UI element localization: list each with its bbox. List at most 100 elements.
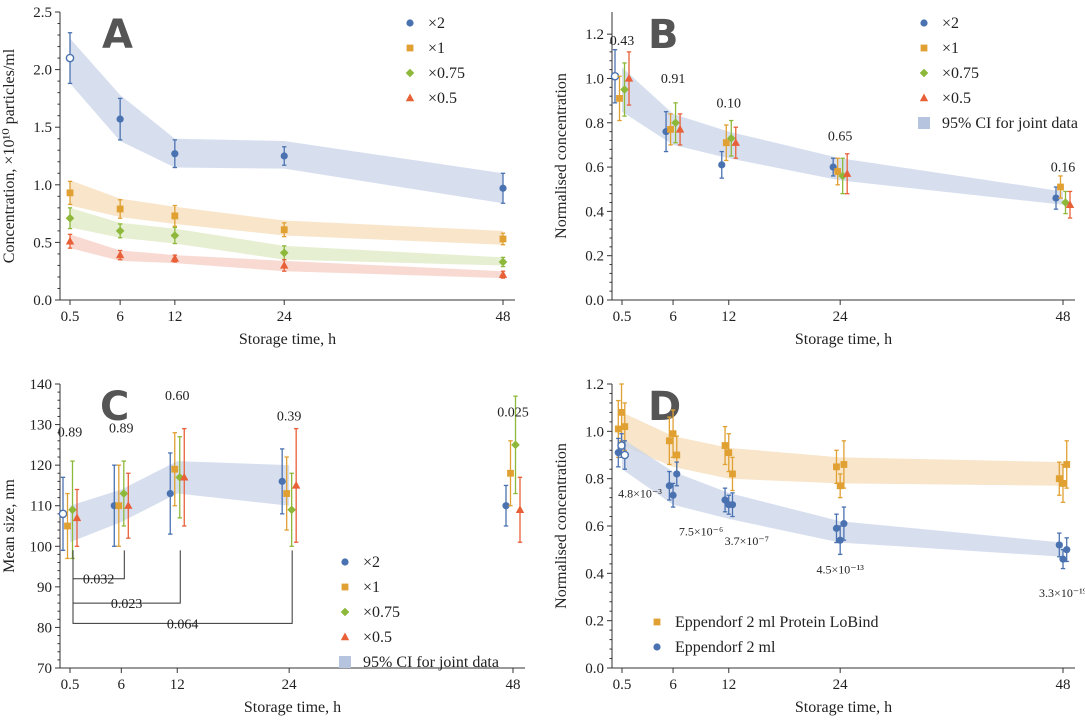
data-point — [119, 489, 129, 498]
panel-letter: C — [100, 384, 129, 430]
x-tick-label: 24 — [833, 677, 849, 693]
y-axis-title: Normalised concentration — [553, 73, 570, 239]
panel-b: 0.5 6 12 24 48 0.0 0.2 0.4 0.6 0.8 1.0 1.2 Storage t… — [553, 12, 1078, 348]
x-tick-label: 0.5 — [613, 309, 632, 325]
y-tick-label: 90 — [37, 580, 52, 596]
data-point — [287, 505, 296, 515]
legend-label: ×0.5 — [942, 90, 971, 107]
data-point — [675, 124, 685, 133]
y-tick-label: 0.0 — [585, 661, 604, 677]
legend-swatch — [340, 632, 350, 641]
y-tick-label: 0.6 — [585, 160, 604, 176]
p-value-label: 3.3×10⁻¹⁹ — [1039, 586, 1085, 600]
data-point — [731, 138, 740, 146]
x-axis-title: Storage time, h — [239, 331, 336, 348]
data-point — [171, 465, 179, 473]
legend-swatch — [341, 583, 349, 591]
p-value-label: 4.8×10⁻³ — [618, 487, 662, 501]
data-point — [1065, 200, 1075, 208]
legend-label: Eppendorf 2 ml — [675, 639, 776, 656]
p-value-label: 0.89 — [58, 426, 83, 441]
y-axis-title: Normalised concentration — [553, 443, 570, 609]
legend-label: ×2 — [942, 15, 959, 32]
x-tick-label: 12 — [167, 309, 182, 325]
band-x2 — [70, 38, 503, 204]
legend-label: ×0.75 — [428, 65, 465, 82]
y-tick-label: 1.0 — [585, 424, 604, 440]
x-tick-label: 48 — [506, 677, 521, 693]
data-point — [838, 171, 847, 181]
data-point — [68, 505, 77, 515]
y-axis-title: Mean size, nm — [1, 479, 18, 573]
y-tick-label: 120 — [30, 458, 53, 474]
y-tick-label: 1.5 — [33, 120, 52, 136]
data-point — [624, 73, 634, 82]
x-tick-label: 6 — [116, 309, 124, 325]
data-point — [116, 115, 124, 123]
data-point — [170, 231, 180, 240]
x-tick-label: 6 — [669, 309, 677, 325]
data-point — [65, 213, 75, 223]
data-point — [725, 449, 733, 457]
p-value-label: 0.025 — [497, 405, 529, 420]
data-point — [621, 423, 629, 430]
data-point — [280, 152, 288, 160]
legend-swatch — [339, 656, 351, 668]
data-point — [280, 260, 289, 269]
bracket-label: 0.023 — [111, 597, 143, 612]
legend-swatch — [406, 19, 414, 27]
legend-label: ×0.75 — [942, 65, 979, 82]
data-point — [499, 235, 507, 243]
y-tick-label: 80 — [37, 620, 52, 636]
data-point — [511, 440, 520, 450]
legend-swatch — [653, 618, 661, 626]
p-value-label: 4.5×10⁻¹³ — [817, 562, 865, 576]
panel-letter: A — [102, 12, 133, 58]
y-tick-label: 0.2 — [585, 614, 604, 630]
data-point — [1061, 198, 1070, 207]
data-point — [669, 491, 677, 499]
data-point — [515, 505, 525, 513]
x-tick-label: 48 — [1056, 677, 1071, 693]
y-tick-label: 110 — [30, 499, 52, 515]
data-point — [498, 270, 508, 278]
legend: ×2 ×1 ×0.75 ×0.5 95% CI for joint data — [339, 554, 499, 671]
legend-label: ×1 — [428, 40, 445, 57]
data-point — [166, 489, 174, 498]
data-point — [72, 513, 82, 522]
data-point — [278, 477, 286, 485]
p-value-label: 0.89 — [109, 422, 134, 437]
data-point — [65, 53, 75, 63]
x-axis-title: Storage time, h — [244, 699, 341, 716]
data-point — [667, 126, 674, 133]
data-point — [1063, 461, 1071, 468]
legend-label: ×0.75 — [363, 604, 400, 621]
data-point — [124, 501, 133, 509]
data-point — [1055, 475, 1063, 483]
band-x1 — [70, 180, 503, 245]
data-point — [669, 430, 677, 438]
y-tick-label: 1.0 — [585, 71, 604, 87]
y-tick-label: 140 — [30, 377, 53, 393]
x-tick-label: 12 — [721, 309, 736, 325]
p-value-label: 3.7×10⁻⁷ — [725, 534, 769, 548]
y-tick-label: 0.0 — [585, 293, 604, 309]
y-tick-label: 0.4 — [585, 566, 604, 582]
data-point — [115, 250, 125, 259]
panel-c: 0.5 6 12 24 48 70 80 90 100 110 120 130 140 Storage t… — [1, 377, 529, 716]
x-axis-title: Storage time, h — [795, 331, 892, 348]
x-tick-label: 12 — [721, 677, 736, 693]
legend-swatch — [918, 117, 930, 129]
data-point — [65, 236, 75, 245]
data-point — [115, 226, 125, 236]
x-tick-label: 0.5 — [61, 677, 80, 693]
data-point — [840, 520, 848, 528]
y-tick-label: 1.2 — [585, 377, 604, 393]
ci-band — [70, 461, 290, 543]
data-point — [291, 480, 301, 489]
x-tick-label: 6 — [118, 677, 126, 693]
legend-swatch — [920, 44, 928, 52]
data-point — [1055, 541, 1063, 549]
legend-label: ×0.5 — [363, 629, 392, 646]
